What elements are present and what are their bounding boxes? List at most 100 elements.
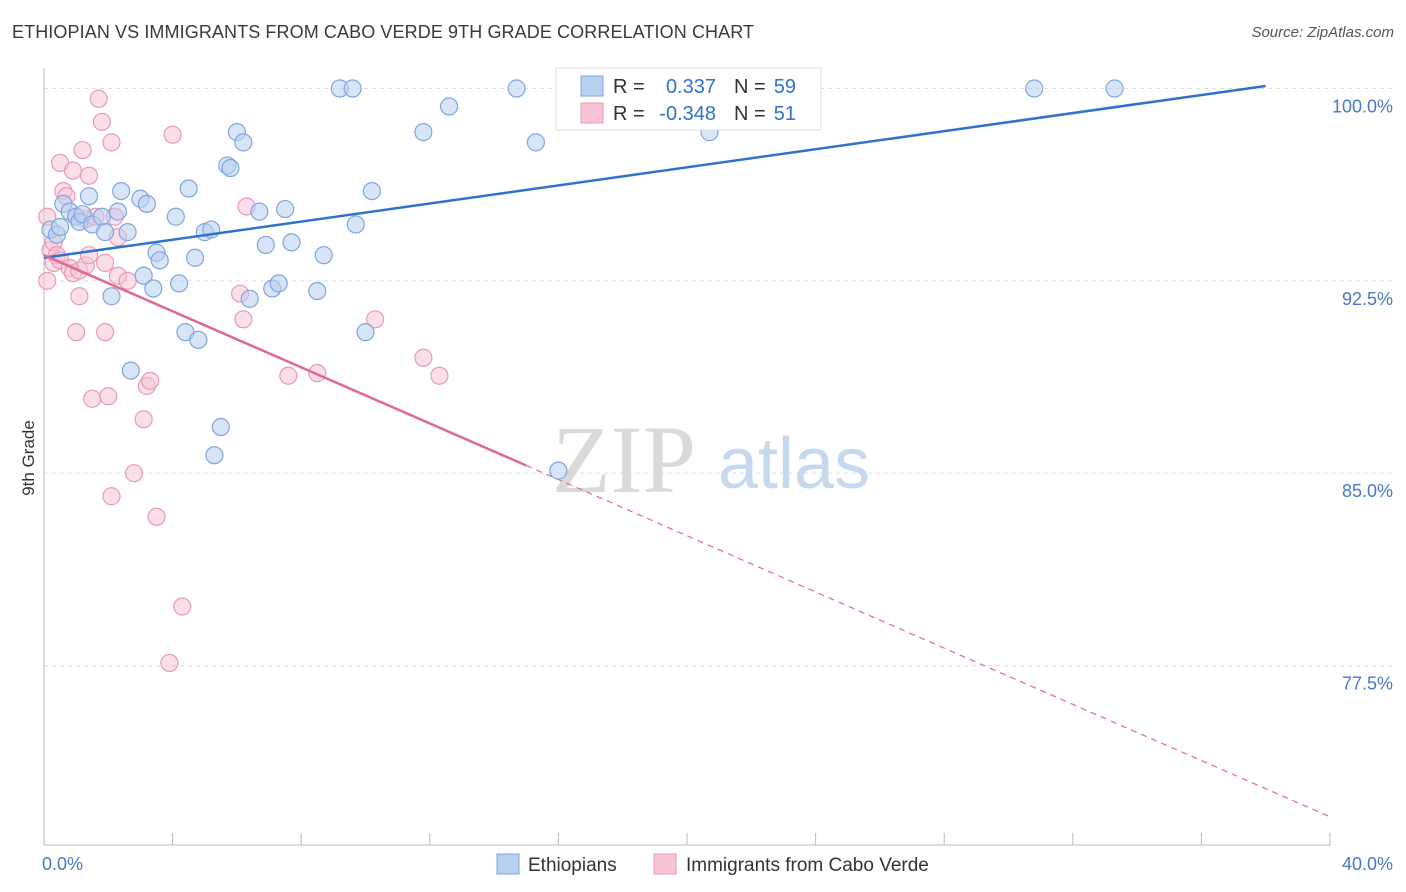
watermark-atlas: atlas <box>718 424 870 504</box>
ethiopian-point <box>346 215 365 234</box>
ethiopian-point <box>1025 79 1044 98</box>
cabo-verde-point <box>124 464 144 483</box>
ethiopian-point <box>108 202 128 221</box>
y-tick-label-0: 100.0% <box>1332 97 1393 117</box>
watermark-zip: ZIP <box>552 406 696 513</box>
bottom-legend: Ethiopians Immigrants from Cabo Verde <box>496 853 929 876</box>
ethiopian-point <box>356 323 375 342</box>
cabo-verde-point <box>83 389 102 408</box>
grid-layer <box>44 88 1395 666</box>
cabo-verde-point <box>89 89 108 108</box>
cabo-verde-point <box>118 271 137 290</box>
cabo-verde-point <box>102 133 121 152</box>
ethiopian-point <box>137 194 156 214</box>
ethiopian-point <box>549 461 568 480</box>
stats-legend-swatch-pink <box>580 102 604 124</box>
ethiopian-point <box>240 289 259 308</box>
stats-r-value-2: -0.348 <box>659 103 716 125</box>
ethiopian-point <box>118 223 137 242</box>
y-axis-title: 9th Grade <box>19 420 38 496</box>
ethiopian-point <box>269 274 288 293</box>
ethiopian-point <box>92 207 111 226</box>
ethiopian-point <box>150 251 169 270</box>
ethiopian-point <box>234 133 253 152</box>
cabo-verde-trend-line <box>43 254 527 467</box>
watermark: ZIP atlas <box>552 406 870 513</box>
stats-legend-swatch-blue <box>580 75 604 97</box>
ethiopian-point <box>121 361 140 380</box>
ethiopian-point <box>256 235 275 255</box>
y-tick-label-1: 92.5% <box>1342 289 1393 309</box>
ethiopian-point <box>250 202 269 221</box>
stats-r-label-1: R = <box>613 76 645 98</box>
bottom-legend-label-ethiopians: Ethiopians <box>528 855 617 876</box>
cabo-verde-point <box>234 310 253 329</box>
ethiopian-point <box>179 179 198 198</box>
ethiopian-point <box>211 417 230 437</box>
cabo-verde-point <box>38 271 57 290</box>
cabo-verde-point <box>140 371 160 390</box>
y-tick-label-3: 77.5% <box>1342 673 1393 693</box>
ethiopian-points <box>41 79 1124 480</box>
trend-layer <box>43 84 1331 818</box>
ethiopian-point <box>526 133 545 152</box>
cabo-verde-point <box>430 366 449 385</box>
cabo-verde-point <box>134 410 153 429</box>
cabo-verde-point <box>73 140 92 160</box>
cabo-verde-point <box>95 323 115 342</box>
stats-n-value-1: 59 <box>774 76 796 98</box>
ethiopian-point <box>112 181 131 201</box>
ethiopian-trend-line <box>43 84 1266 260</box>
ethiopian-point <box>1105 79 1124 98</box>
ethiopian-point <box>439 97 459 116</box>
ethiopian-point <box>166 207 185 226</box>
x-tick-label-max: 40.0% <box>1342 854 1393 874</box>
chart-source: Source: ZipAtlas.com <box>1251 24 1394 41</box>
ethiopian-point <box>282 233 301 252</box>
x-tick-label-min: 0.0% <box>42 854 83 874</box>
ethiopian-point <box>134 266 153 285</box>
stats-n-label-2: N = <box>734 103 766 125</box>
bottom-legend-swatch-cabo-verde <box>653 853 677 875</box>
ethiopian-point <box>186 248 205 267</box>
ethiopian-point <box>308 281 327 301</box>
stats-r-value-1: 0.337 <box>666 76 716 98</box>
ethiopian-point <box>414 123 433 142</box>
ethiopian-point <box>102 287 121 306</box>
cabo-verde-point <box>414 348 433 367</box>
cabo-verde-point <box>173 597 192 616</box>
ethiopian-point <box>221 158 240 178</box>
stats-n-value-2: 51 <box>774 103 796 125</box>
bottom-legend-swatch-ethiopians <box>496 853 520 875</box>
ethiopian-point <box>169 274 189 293</box>
cabo-verde-point <box>63 161 83 180</box>
cabo-verde-point <box>147 507 166 526</box>
cabo-verde-point <box>79 246 99 265</box>
ethiopian-point <box>276 199 295 219</box>
ethiopian-point <box>95 223 115 242</box>
cabo-verde-point <box>67 323 86 342</box>
stats-legend: R = 0.337 N = 59 R = -0.348 N = 51 <box>555 67 822 131</box>
cabo-verde-point <box>279 366 298 385</box>
cabo-verde-point <box>160 653 179 673</box>
ethiopian-point <box>362 181 382 201</box>
x-ticks-layer <box>43 833 1331 845</box>
ethiopian-point <box>79 187 99 206</box>
cabo-verde-point <box>79 166 99 185</box>
cabo-verde-point <box>366 310 385 329</box>
cabo-verde-trend-extension <box>526 464 1331 818</box>
y-tick-label-2: 85.0% <box>1342 481 1393 501</box>
stats-r-label-2: R = <box>613 103 645 125</box>
ethiopian-point <box>343 79 362 98</box>
cabo-verde-point <box>163 125 182 144</box>
ethiopian-point <box>314 246 333 265</box>
stats-n-label-1: N = <box>734 76 766 98</box>
cabo-verde-point <box>92 112 111 131</box>
ethiopian-point <box>50 217 70 237</box>
cabo-verde-point <box>102 487 121 506</box>
chart-title: ETHIOPIAN VS IMMIGRANTS FROM CABO VERDE … <box>12 22 755 42</box>
ethiopian-point <box>205 446 224 465</box>
bottom-legend-label-cabo-verde: Immigrants from Cabo Verde <box>686 855 929 876</box>
ethiopian-point <box>189 330 208 349</box>
ethiopian-point <box>144 279 163 298</box>
